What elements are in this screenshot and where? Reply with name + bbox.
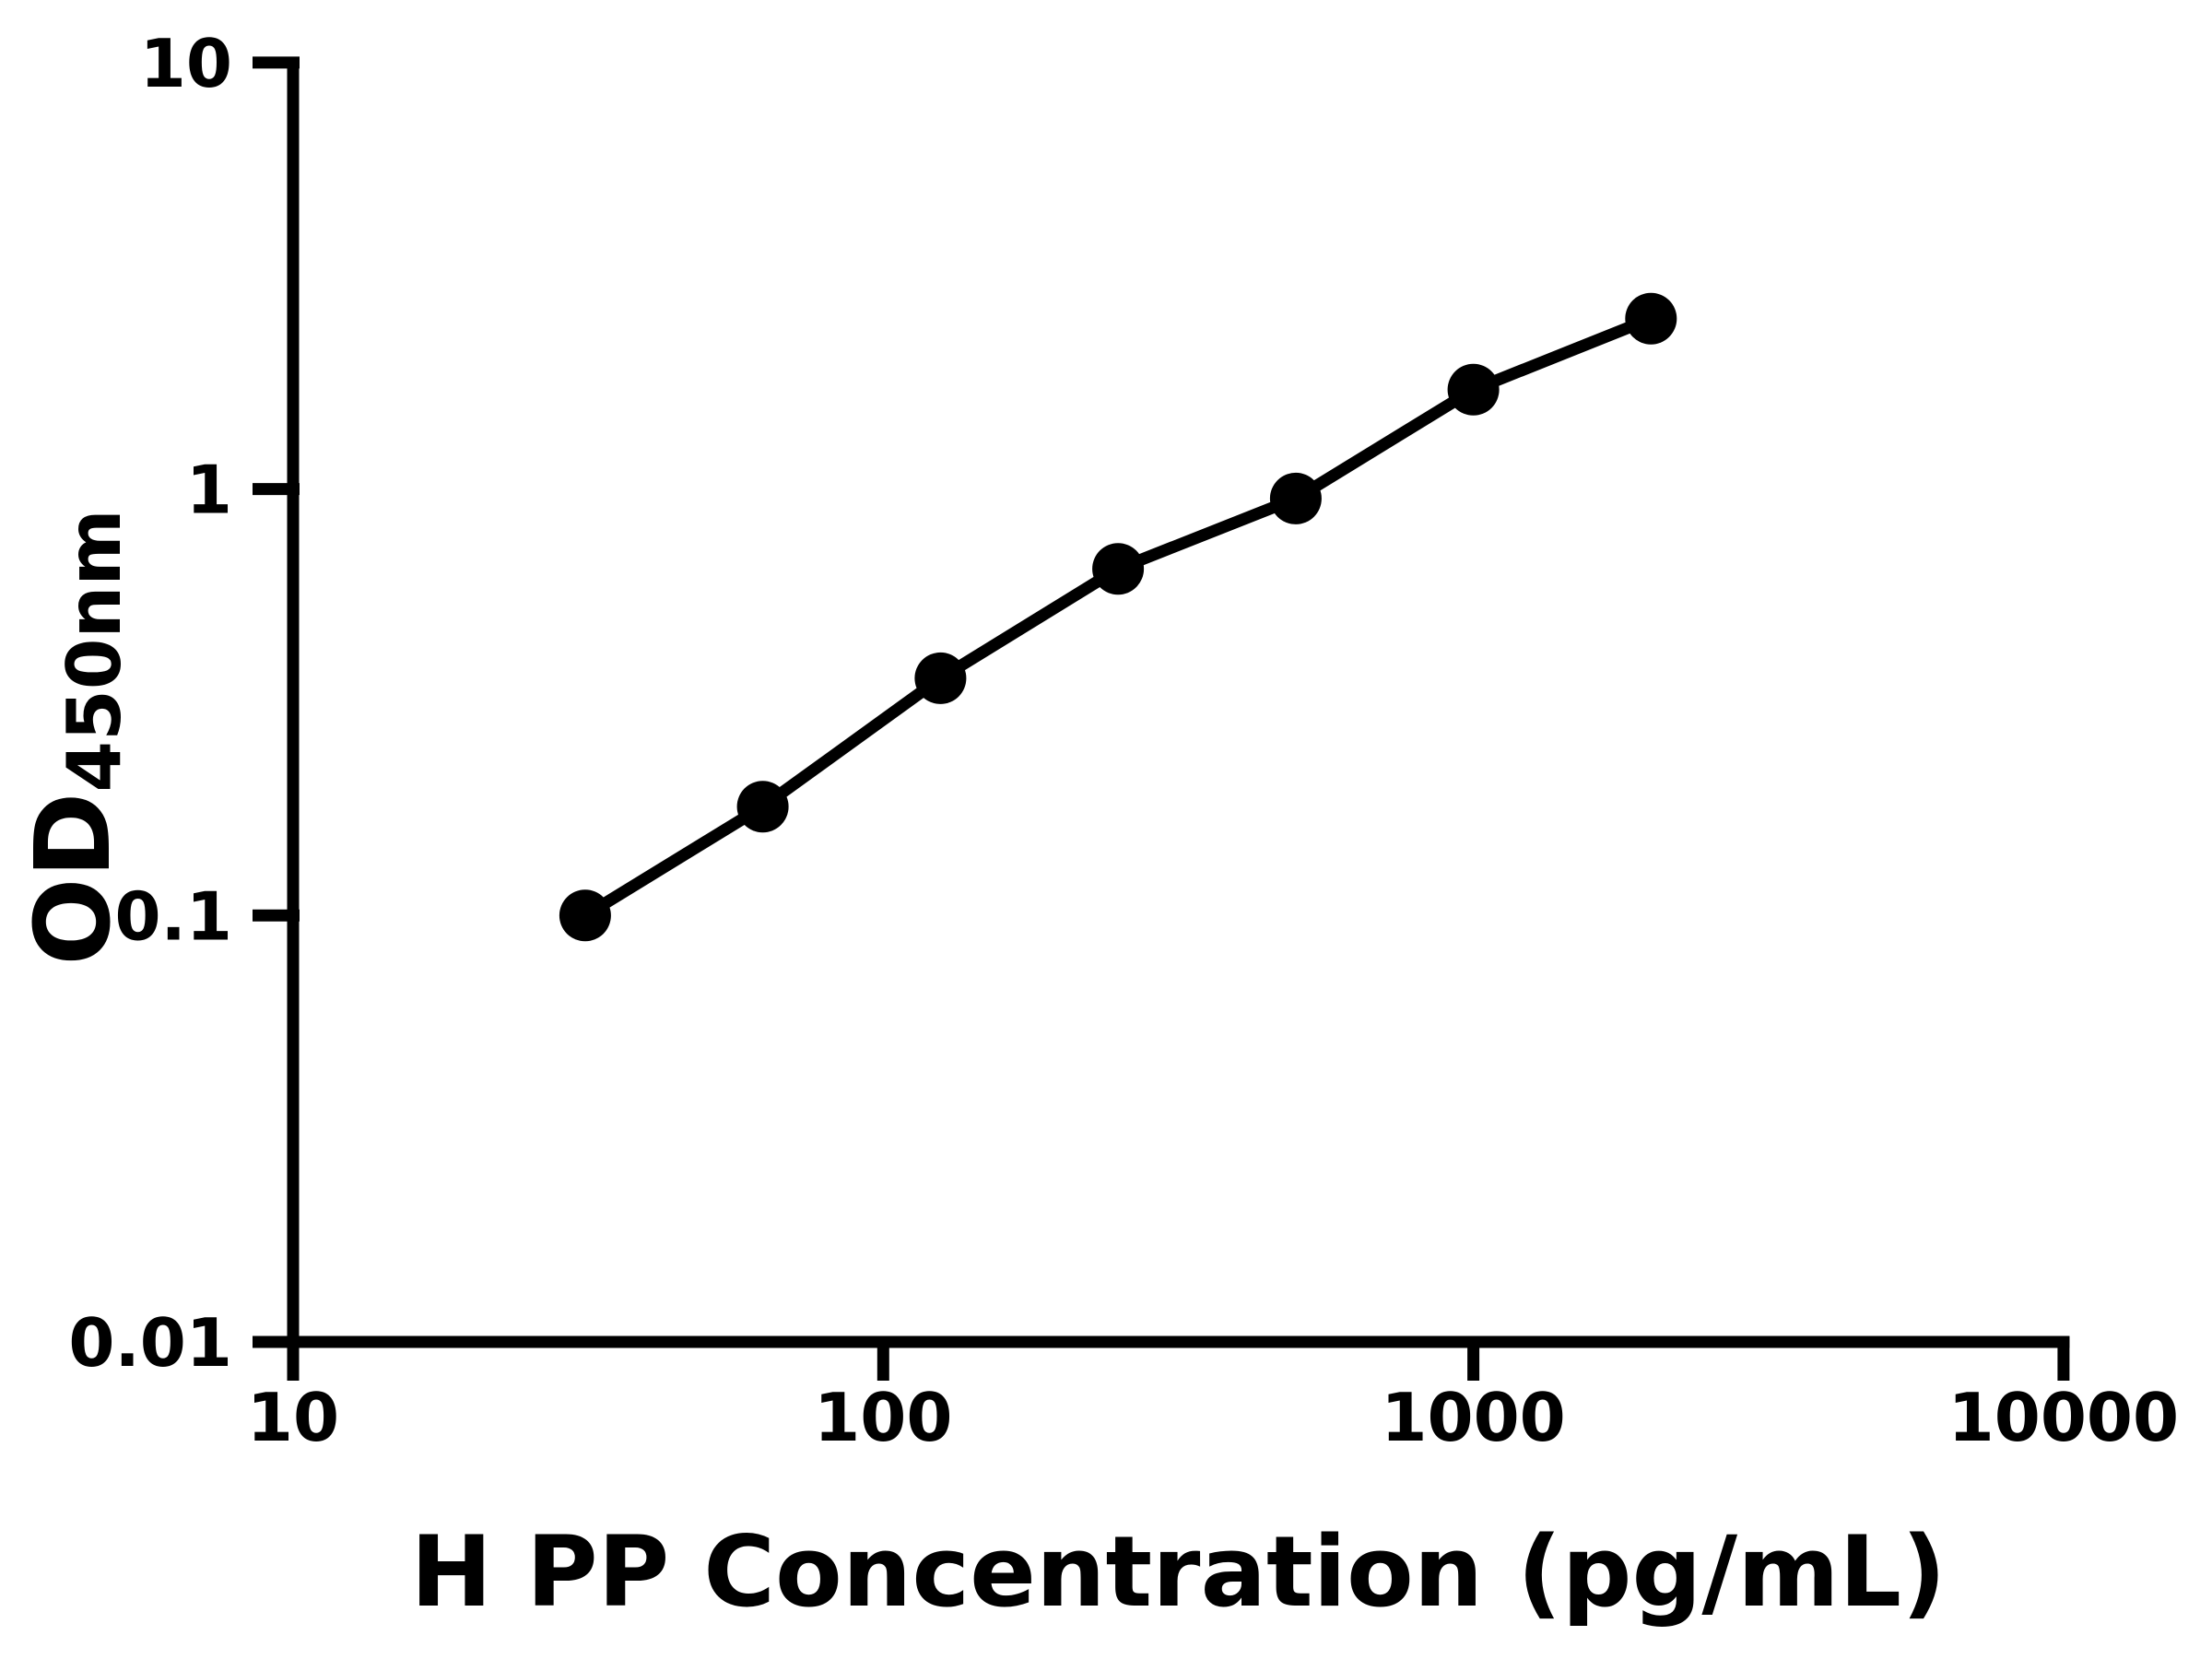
data-point [1447,363,1500,416]
y-tick-label: 0.01 [68,1304,232,1382]
x-tick-label: 10 [247,1379,339,1456]
data-point [1092,543,1145,595]
x-tick-label: 10000 [1948,1379,2180,1456]
x-tick-label: 100 [814,1379,952,1456]
x-axis-title: H PP Concentration (pg/mL) [410,1515,1946,1629]
y-axis-title: OD450nm [14,509,137,966]
data-point [1625,292,1677,345]
y-axis-title-main: OD [14,793,134,966]
y-tick-label: 0.1 [114,877,232,955]
y-axis-title-subscript: 450nm [52,509,137,792]
y-tick-label: 1 [186,452,232,529]
data-point [914,652,967,704]
x-tick-label: 1000 [1381,1379,1565,1456]
data-point [559,889,611,942]
data-point [736,781,789,833]
data-point [1269,472,1322,524]
y-tick-label: 10 [140,25,232,102]
